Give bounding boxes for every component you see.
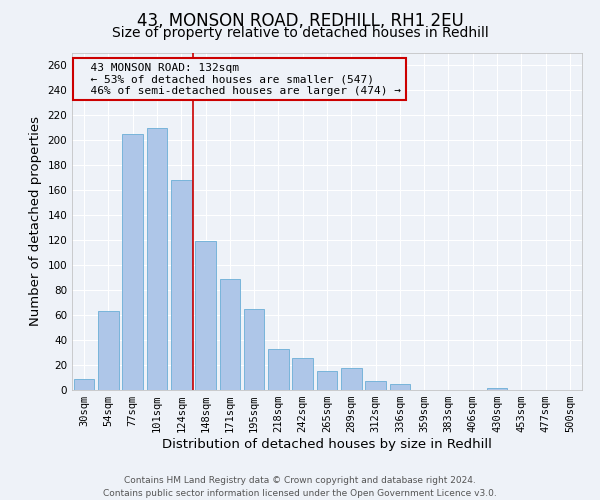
Bar: [268, 349, 289, 390]
Y-axis label: Number of detached properties: Number of detached properties: [29, 116, 42, 326]
Bar: [487, 388, 508, 390]
Bar: [98, 311, 119, 390]
Text: 43, MONSON ROAD, REDHILL, RH1 2EU: 43, MONSON ROAD, REDHILL, RH1 2EU: [137, 12, 463, 30]
Bar: [220, 279, 240, 390]
Bar: [195, 242, 216, 390]
Bar: [146, 128, 167, 390]
Bar: [292, 358, 313, 390]
Bar: [244, 308, 265, 390]
Text: Size of property relative to detached houses in Redhill: Size of property relative to detached ho…: [112, 26, 488, 40]
Bar: [317, 371, 337, 390]
Text: 43 MONSON ROAD: 132sqm
  ← 53% of detached houses are smaller (547)
  46% of sem: 43 MONSON ROAD: 132sqm ← 53% of detached…: [77, 62, 401, 96]
Bar: [74, 379, 94, 390]
Bar: [341, 368, 362, 390]
Text: Contains HM Land Registry data © Crown copyright and database right 2024.
Contai: Contains HM Land Registry data © Crown c…: [103, 476, 497, 498]
X-axis label: Distribution of detached houses by size in Redhill: Distribution of detached houses by size …: [162, 438, 492, 451]
Bar: [365, 381, 386, 390]
Bar: [171, 180, 191, 390]
Bar: [389, 384, 410, 390]
Bar: [122, 134, 143, 390]
